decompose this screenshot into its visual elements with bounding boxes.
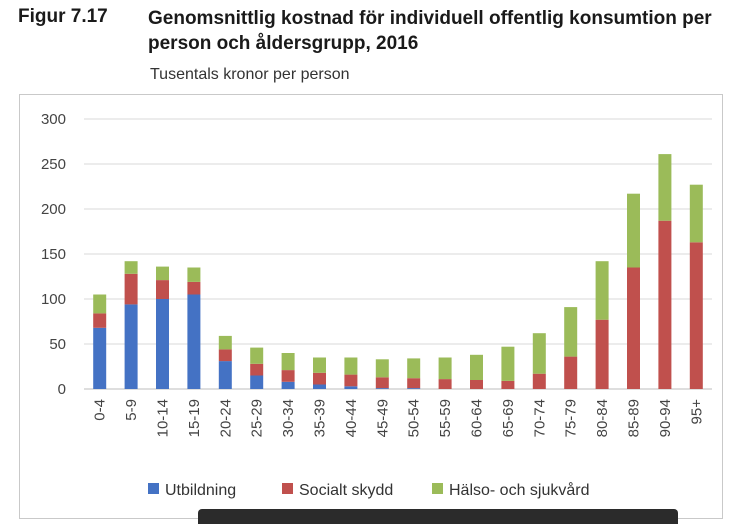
bar-segment [689, 242, 703, 389]
y-tick-label: 150 [41, 246, 66, 263]
y-tick-label: 300 [41, 111, 66, 128]
bar-segment [218, 335, 232, 350]
bar-segment [438, 357, 452, 380]
bar-segment [250, 375, 264, 389]
bar-segment [313, 357, 326, 373]
bar-segment [93, 313, 107, 328]
gridlines [84, 118, 712, 390]
bar-segment [93, 294, 107, 314]
bar-segment [313, 372, 326, 385]
bar-segment [93, 327, 107, 389]
bar-segment [281, 353, 295, 371]
y-tick-label: 100 [41, 291, 66, 308]
x-tick-label: 65-69 [500, 399, 517, 437]
bar-segment [470, 380, 483, 389]
legend-swatch [432, 483, 443, 494]
bar-segment [124, 261, 138, 274]
y-tick-label: 200 [41, 201, 66, 218]
bars [93, 154, 703, 389]
bar-segment [595, 261, 609, 320]
bar-segment [595, 319, 609, 389]
legend-swatch [148, 483, 159, 494]
bar-segment [501, 380, 515, 389]
bar-segment [470, 354, 483, 380]
bar-segment [281, 381, 295, 389]
y-tick-label: 50 [49, 336, 66, 353]
x-tick-label: 90-94 [657, 399, 674, 437]
bar-segment [375, 359, 389, 378]
bar-segment [407, 358, 421, 379]
bar-segment [124, 304, 138, 389]
x-tick-label: 80-84 [594, 399, 611, 437]
x-tick-label: 95+ [688, 399, 705, 425]
x-tick-label: 45-49 [374, 399, 391, 437]
bar-segment [375, 377, 389, 389]
bar-segment [187, 267, 201, 282]
bar-segment [187, 294, 201, 389]
x-tick-label: 55-59 [437, 399, 454, 437]
legend-entry: Utbildning [165, 482, 236, 499]
bar-segment [658, 220, 672, 389]
bar-segment [344, 386, 358, 389]
bar-segment [407, 388, 421, 389]
bar-segment [658, 154, 672, 221]
overlay-toolbar [198, 509, 678, 524]
bar-segment [532, 373, 546, 389]
bar-segment [375, 388, 389, 389]
y-tick-label: 0 [58, 381, 66, 398]
y-unit-label: Tusentals kronor per person [150, 66, 350, 83]
x-tick-label: 75-79 [563, 399, 580, 437]
y-axis-ticks: 0 50 100 150 200 250 300 [41, 111, 66, 398]
bar-segment [313, 384, 326, 389]
bar-segment [532, 333, 546, 374]
x-tick-label: 35-39 [312, 399, 329, 437]
x-tick-label: 15-19 [186, 399, 203, 437]
x-tick-label: 30-34 [280, 399, 297, 437]
bar-segment [564, 307, 578, 357]
x-tick-label: 0-4 [92, 399, 109, 421]
bar-segment [187, 281, 201, 295]
x-tick-label: 40-44 [343, 399, 360, 437]
legend: Utbildning Socialt skydd Hälso- och sjukvå… [148, 481, 590, 499]
bar-segment [689, 184, 703, 243]
x-tick-label: 25-29 [249, 399, 266, 437]
bar-segment [344, 374, 358, 387]
x-tick-label: 20-24 [217, 399, 234, 437]
bar-segment [564, 356, 578, 389]
x-tick-label: 50-54 [406, 399, 423, 437]
bar-segment [156, 266, 169, 281]
bar-segment [218, 349, 232, 362]
x-tick-label: 60-64 [469, 399, 486, 437]
bar-segment [281, 370, 295, 382]
legend-entry: Hälso- och sjukvård [449, 481, 590, 499]
legend-entry: Socialt skydd [299, 482, 393, 499]
figure-label: Figur 7.17 [18, 6, 108, 27]
x-axis-ticks: 0-4 5-9 10-14 15-19 20-24 25-29 30-34 35-39 40-4… [92, 399, 706, 438]
bar-segment [156, 280, 169, 299]
x-tick-label: 70-74 [531, 399, 548, 437]
bar-segment [627, 267, 640, 389]
bar-segment [344, 357, 358, 375]
bar-segment [124, 273, 138, 305]
bar-segment [156, 299, 169, 389]
bar-segment [250, 363, 264, 376]
bar-segment [218, 361, 232, 389]
x-tick-label: 10-14 [155, 399, 172, 437]
bar-segment [438, 379, 452, 389]
x-tick-label: 5-9 [123, 399, 140, 421]
bar-segment [627, 193, 640, 268]
bar-segment [407, 378, 421, 389]
x-tick-label: 85-89 [626, 399, 643, 437]
bar-segment [501, 346, 515, 381]
y-tick-label: 250 [41, 156, 66, 173]
chart-title: Genomsnittlig kostnad för individuell of… [148, 8, 712, 54]
legend-swatch [282, 483, 293, 494]
bar-segment [250, 347, 264, 364]
